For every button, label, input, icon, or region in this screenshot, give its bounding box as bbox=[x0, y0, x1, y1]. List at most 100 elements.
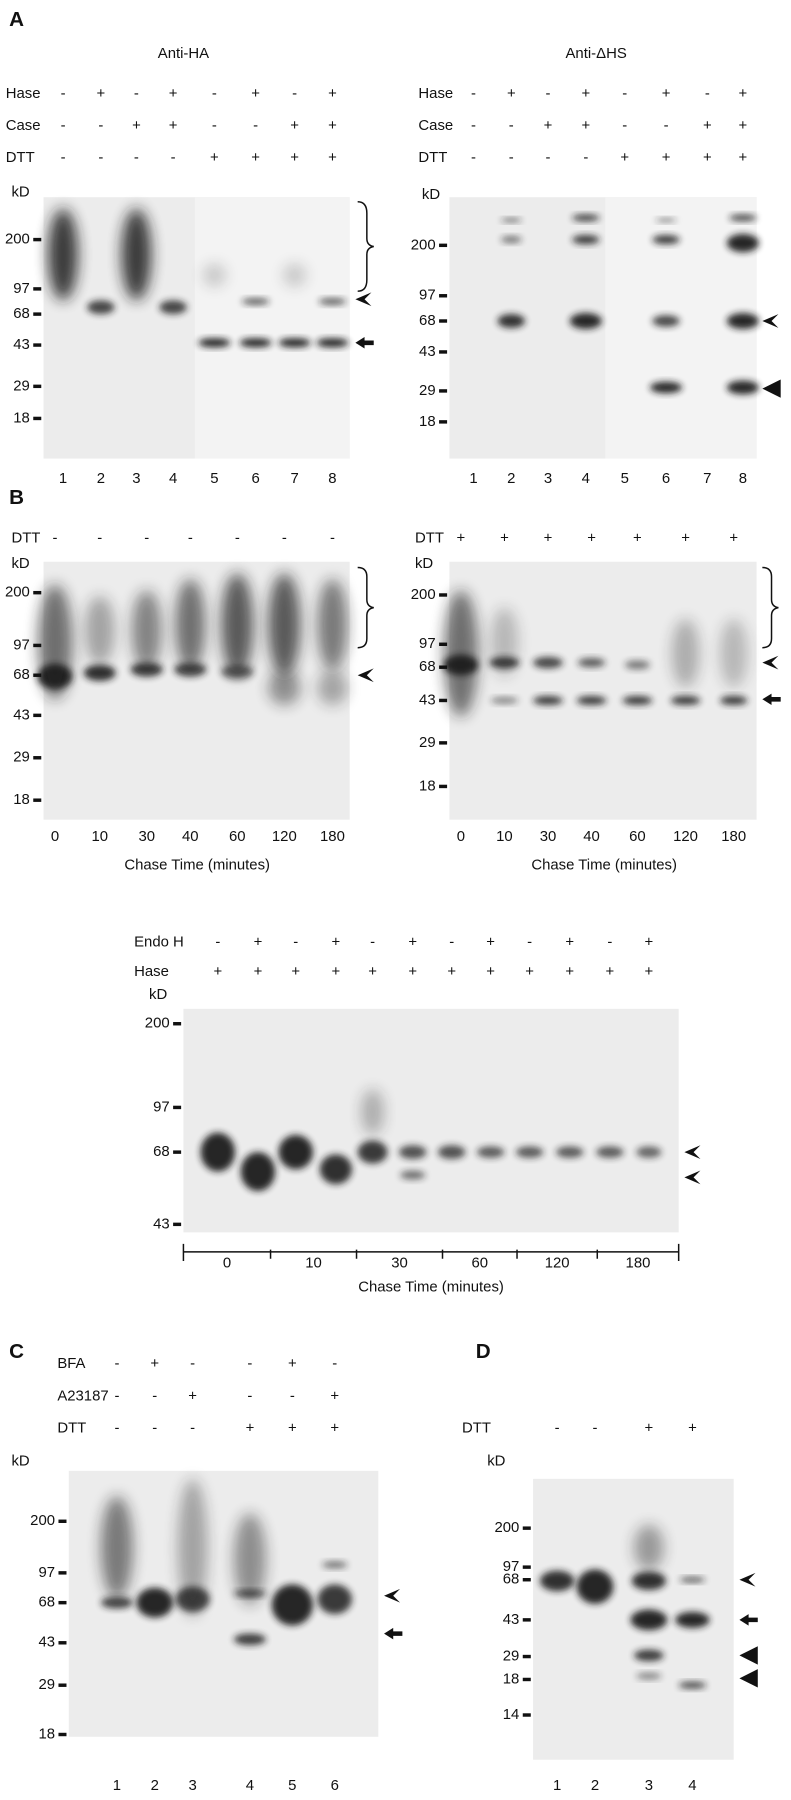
marker-tick bbox=[522, 1654, 531, 1659]
lane-label: 120 bbox=[673, 829, 698, 845]
treatment-sign: + bbox=[290, 118, 299, 134]
treatment-sign: + bbox=[210, 150, 219, 166]
gel bbox=[183, 1008, 679, 1233]
band bbox=[131, 590, 162, 671]
marker-label: 29 bbox=[419, 735, 436, 751]
arrow bbox=[739, 1614, 758, 1626]
treatment-sign: - bbox=[545, 150, 550, 166]
band bbox=[437, 1145, 466, 1160]
band bbox=[121, 208, 152, 301]
treatment-sign: - bbox=[188, 531, 193, 547]
bracket bbox=[357, 566, 374, 649]
figure-content: A B C D Anti-HA Hase - + - + - + - bbox=[5, 8, 781, 1794]
treatment-sign: + bbox=[368, 964, 377, 980]
marker-tick bbox=[439, 593, 448, 597]
band bbox=[48, 208, 78, 301]
treatment-sign: - bbox=[98, 150, 103, 166]
band bbox=[268, 573, 301, 677]
marker-tick bbox=[522, 1578, 531, 1582]
band bbox=[268, 670, 301, 706]
treatment-sign: + bbox=[729, 531, 738, 547]
treatment-sign: - bbox=[370, 934, 375, 950]
marker-tick bbox=[439, 784, 448, 789]
marker-tick bbox=[58, 1641, 67, 1645]
band bbox=[202, 263, 226, 287]
treatment-sign: - bbox=[53, 531, 58, 547]
treatment-sign: + bbox=[581, 86, 590, 102]
treatment-sign: + bbox=[662, 150, 671, 166]
marker-label: 43 bbox=[13, 707, 30, 723]
marker-tick bbox=[173, 1022, 182, 1026]
group-label: 120 bbox=[545, 1255, 570, 1271]
row-label: Case bbox=[418, 118, 453, 134]
row-label: DTT bbox=[57, 1420, 86, 1436]
treatment-sign: + bbox=[486, 964, 495, 980]
lane-label: 1 bbox=[59, 471, 67, 487]
marker-label: 200 bbox=[145, 1016, 170, 1032]
lane-label: 4 bbox=[582, 471, 590, 487]
lane-label: 2 bbox=[97, 471, 105, 487]
arrow bbox=[384, 1627, 403, 1640]
marker-label: 18 bbox=[503, 1671, 520, 1687]
treatment-sign: - bbox=[471, 86, 476, 102]
marker-label: 29 bbox=[13, 378, 30, 394]
marker-label: 14 bbox=[503, 1707, 520, 1723]
treatment-sign: + bbox=[662, 86, 671, 102]
band bbox=[636, 1146, 662, 1158]
marker-tick bbox=[439, 665, 448, 669]
treatment-sign: + bbox=[688, 1420, 697, 1436]
lane-label: 7 bbox=[290, 471, 298, 487]
arrowhead bbox=[739, 1572, 756, 1587]
marker-tick bbox=[33, 343, 42, 347]
treatment-sign: - bbox=[664, 118, 669, 134]
band bbox=[671, 619, 700, 688]
marker-label: 97 bbox=[419, 288, 436, 304]
treatment-sign: - bbox=[134, 150, 139, 166]
gel bbox=[443, 561, 757, 820]
marker-tick bbox=[439, 642, 448, 646]
kd-label: kD bbox=[422, 187, 440, 203]
marker-tick bbox=[58, 1571, 67, 1575]
marker-label: 43 bbox=[13, 337, 30, 353]
panel-label: B bbox=[9, 486, 24, 509]
row-label: Case bbox=[6, 118, 41, 134]
treatment-sign: - bbox=[61, 118, 66, 134]
treatment-sign: + bbox=[288, 1420, 297, 1436]
treatment-sign: - bbox=[171, 150, 176, 166]
arrow bbox=[355, 337, 374, 349]
treatment-sign: + bbox=[703, 118, 712, 134]
band bbox=[233, 1633, 266, 1646]
row-label: A23187 bbox=[57, 1388, 108, 1404]
kd-label: kD bbox=[11, 185, 29, 201]
treatment-sign: - bbox=[247, 1388, 252, 1404]
treatment-sign: + bbox=[330, 1420, 339, 1436]
band bbox=[576, 1569, 614, 1604]
lane-label: 6 bbox=[251, 471, 259, 487]
lane-label: 2 bbox=[591, 1778, 599, 1794]
treatment-sign: - bbox=[622, 86, 627, 102]
treatment-sign: + bbox=[606, 964, 615, 980]
band bbox=[100, 1596, 133, 1609]
marker-label: 97 bbox=[13, 281, 30, 297]
lane-label: 60 bbox=[229, 829, 246, 845]
band bbox=[556, 1146, 584, 1158]
marker-tick bbox=[33, 756, 42, 760]
marker-label: 200 bbox=[494, 1520, 519, 1536]
band bbox=[622, 695, 653, 706]
marker-label: 43 bbox=[153, 1216, 170, 1232]
triangle bbox=[739, 1669, 758, 1688]
treatment-sign: + bbox=[507, 86, 516, 102]
treatment-sign: - bbox=[509, 118, 514, 134]
band bbox=[679, 1576, 706, 1583]
panel-label: C bbox=[9, 1340, 24, 1363]
marker-tick bbox=[33, 643, 42, 648]
treatment-sign: - bbox=[622, 118, 627, 134]
band bbox=[318, 298, 347, 305]
row-label: DTT bbox=[462, 1420, 491, 1436]
treatment-sign: + bbox=[486, 934, 495, 950]
group-label: 180 bbox=[626, 1255, 651, 1271]
panel-label: A bbox=[9, 8, 24, 31]
kd-label: kD bbox=[11, 556, 29, 572]
lane-label: 30 bbox=[540, 829, 557, 845]
